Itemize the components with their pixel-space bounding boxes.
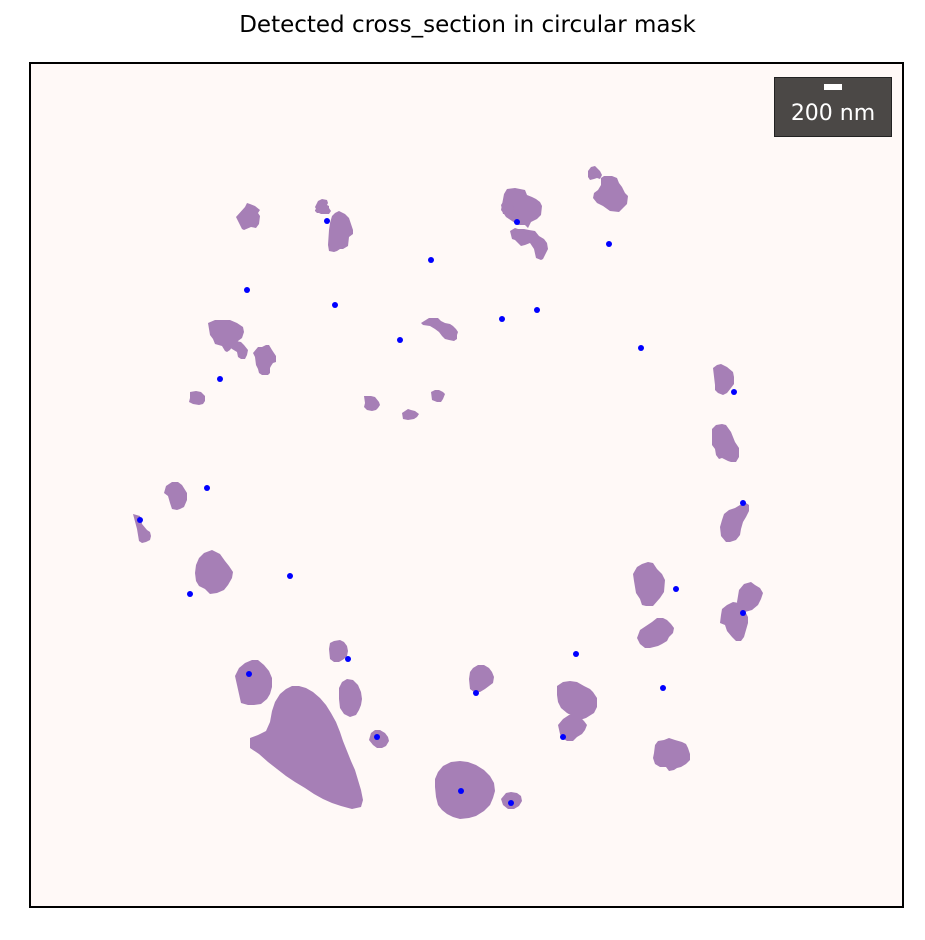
cross-section-region [469, 665, 494, 692]
centroid-marker [660, 685, 666, 691]
centroid-marker [606, 241, 612, 247]
centroid-marker [458, 788, 464, 794]
cross-section-region [558, 715, 587, 741]
centroid-marker [204, 485, 210, 491]
cross-section-region [328, 211, 353, 252]
cross-section-region [737, 582, 763, 612]
cross-section-region [164, 482, 187, 510]
cross-section-region [236, 203, 260, 230]
cross-section-region [593, 176, 628, 212]
cross-section-region [235, 660, 272, 705]
centroid-marker [499, 316, 505, 322]
cross-section-region [228, 341, 248, 359]
centroid-marker [473, 690, 479, 696]
cross-section-region [364, 396, 380, 411]
cross-section-region [637, 618, 674, 648]
cross-section-region [421, 318, 458, 341]
centroid-marker [508, 800, 514, 806]
scalebar-label: 200 nm [790, 101, 876, 126]
cross-section-region [501, 188, 542, 228]
cross-section-region [329, 640, 348, 662]
figure-title: Detected cross_section in circular mask [239, 12, 696, 38]
centroid-marker [187, 591, 193, 597]
cross-section-region [712, 424, 739, 462]
centroid-marker [287, 573, 293, 579]
centroid-marker [345, 656, 351, 662]
cross-section-region [189, 391, 205, 405]
cross-section-map [133, 166, 763, 819]
cross-section-region [435, 761, 495, 819]
centroid-marker [244, 287, 250, 293]
centroid-marker [514, 219, 520, 225]
cross-section-region [510, 228, 548, 260]
centroid-marker [217, 376, 223, 382]
cross-section-region [253, 345, 276, 375]
centroid-marker [740, 610, 746, 616]
cross-section-region [339, 679, 362, 717]
cross-section-region [250, 686, 363, 809]
centroid-marker [397, 337, 403, 343]
centroid-marker [332, 302, 338, 308]
cross-section-region [713, 364, 734, 395]
cross-section-region [557, 681, 597, 720]
centroid-marker [673, 586, 679, 592]
cross-section-region [501, 202, 514, 214]
centroid-marker [638, 345, 644, 351]
centroid-marker [246, 671, 252, 677]
centroid-marker [534, 307, 540, 313]
centroid-marker [573, 651, 579, 657]
cross-section-region [431, 390, 445, 402]
scalebar-line [824, 84, 842, 90]
cross-section-region [195, 550, 233, 594]
centroid-marker [137, 517, 143, 523]
scalebar: 200 nm [774, 77, 892, 137]
centroid-marker [731, 389, 737, 395]
cross-section-region [315, 199, 331, 214]
centroid-marker [740, 500, 746, 506]
cross-section-region [633, 562, 665, 606]
cross-section-region [653, 738, 690, 771]
cross-section-region [720, 503, 749, 542]
centroid-marker [374, 734, 380, 740]
centroid-marker [324, 218, 330, 224]
cross-section-region [588, 166, 602, 180]
centroid-marker [560, 734, 566, 740]
cross-section-region [402, 409, 419, 420]
centroid-marker [428, 257, 434, 263]
